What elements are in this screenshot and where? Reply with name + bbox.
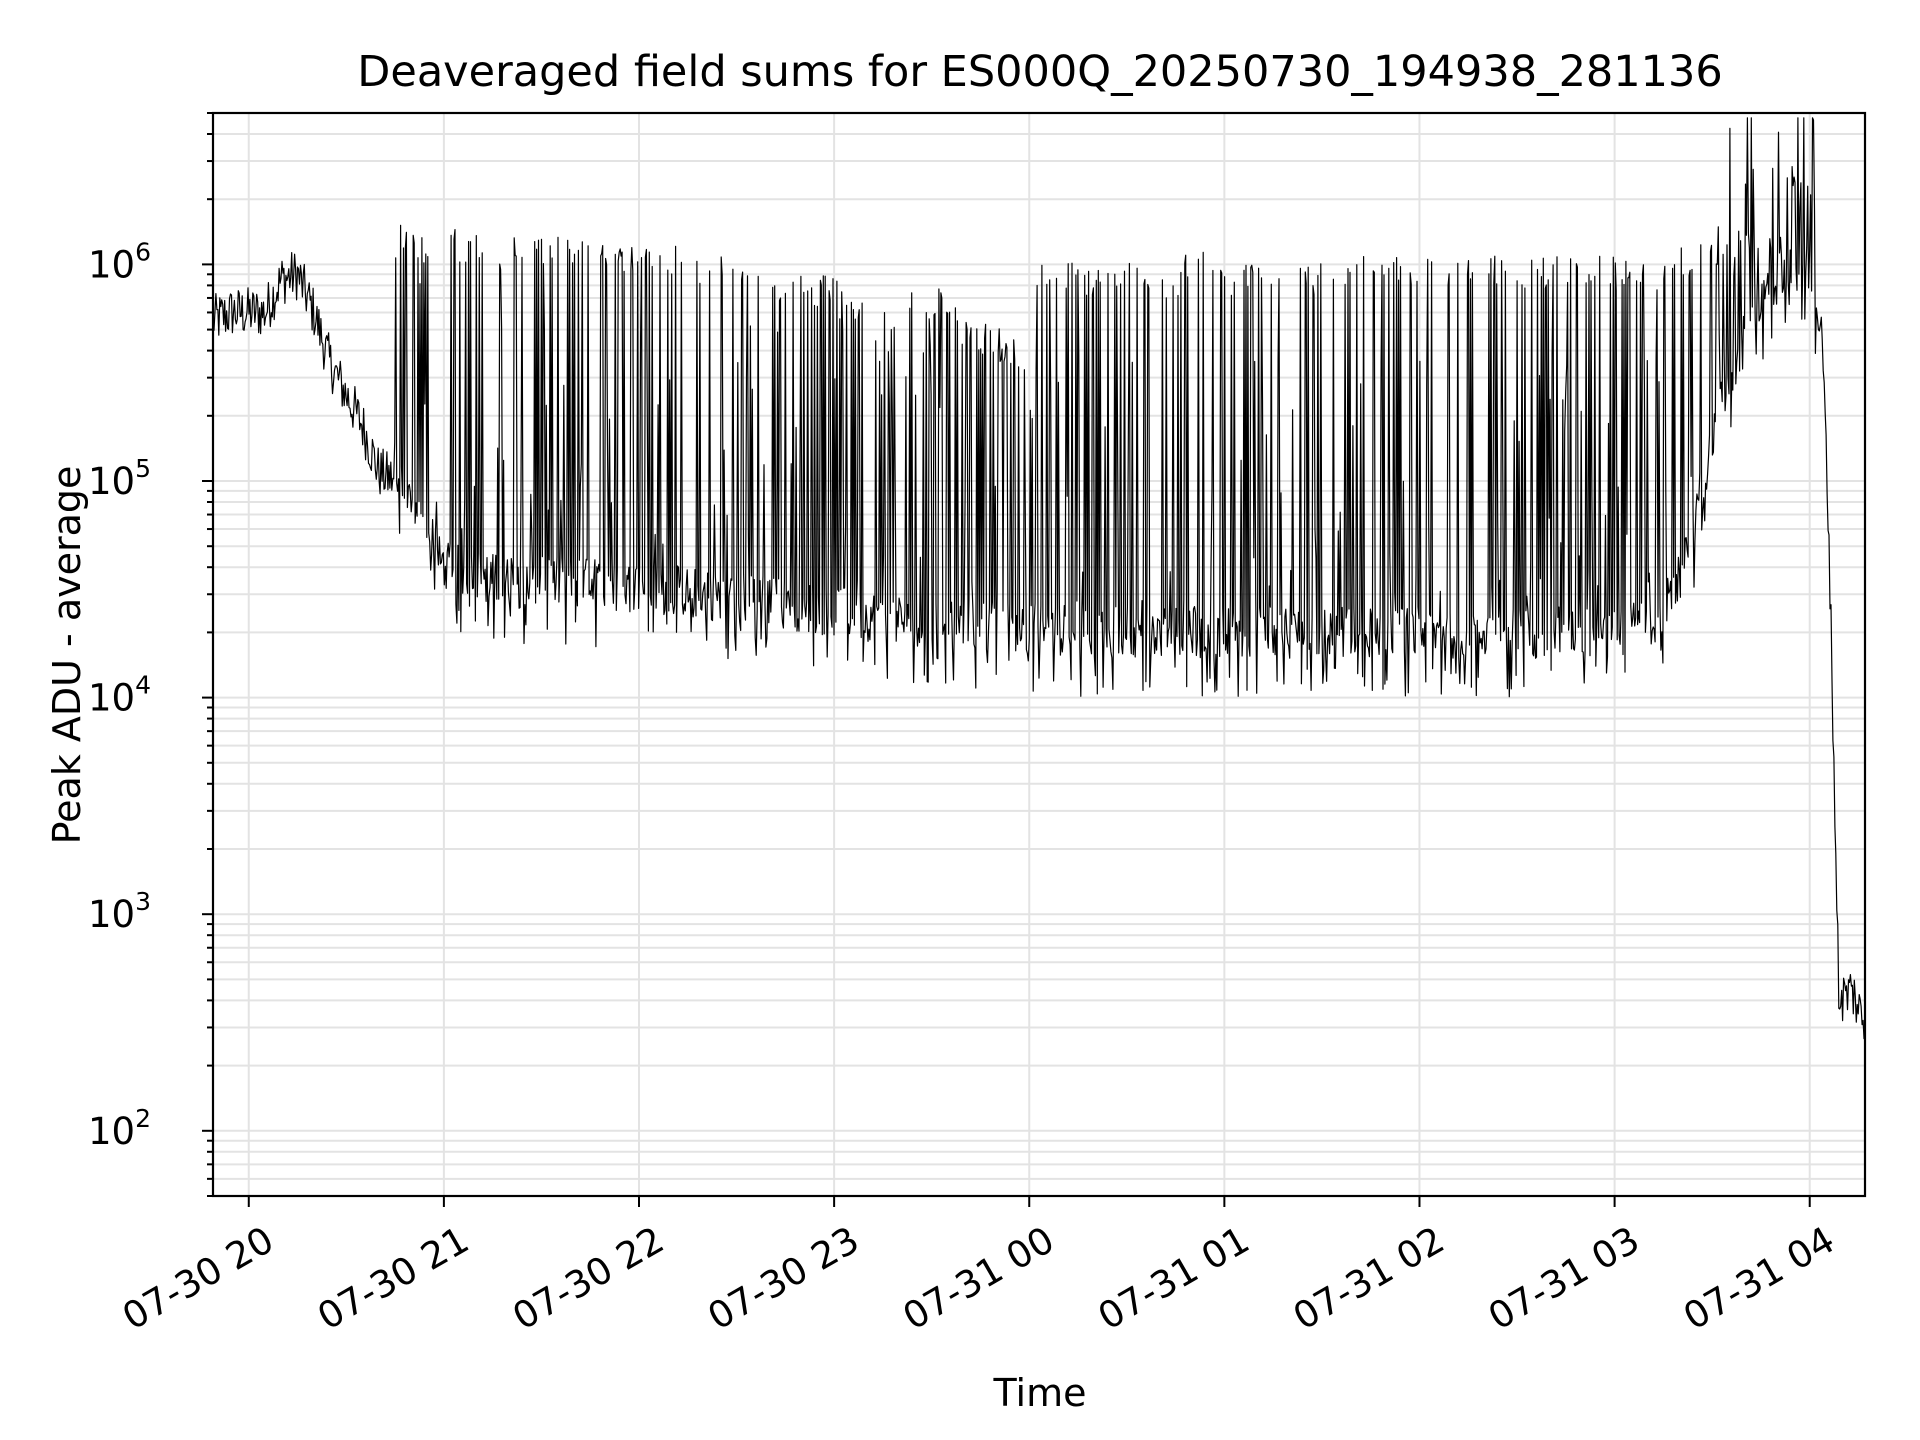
chart-title: Deaveraged field sums for ES000Q_2025073… (357, 47, 1722, 97)
y-tick-label: 102 (88, 1104, 151, 1153)
y-tick-label: 105 (88, 454, 151, 503)
y-axis: 102 103 104 105 106 (88, 112, 213, 1197)
series-line (212, 117, 1866, 1040)
y-axis-label: Peak ADU - average (45, 466, 89, 845)
plot-frame (211, 111, 1867, 1198)
x-axis-label: Time (993, 1371, 1087, 1415)
y-tick-label: 106 (88, 237, 151, 286)
y-tick-label: 104 (88, 671, 151, 720)
y-tick-label: 103 (88, 887, 151, 936)
series-layer (212, 117, 1866, 1040)
